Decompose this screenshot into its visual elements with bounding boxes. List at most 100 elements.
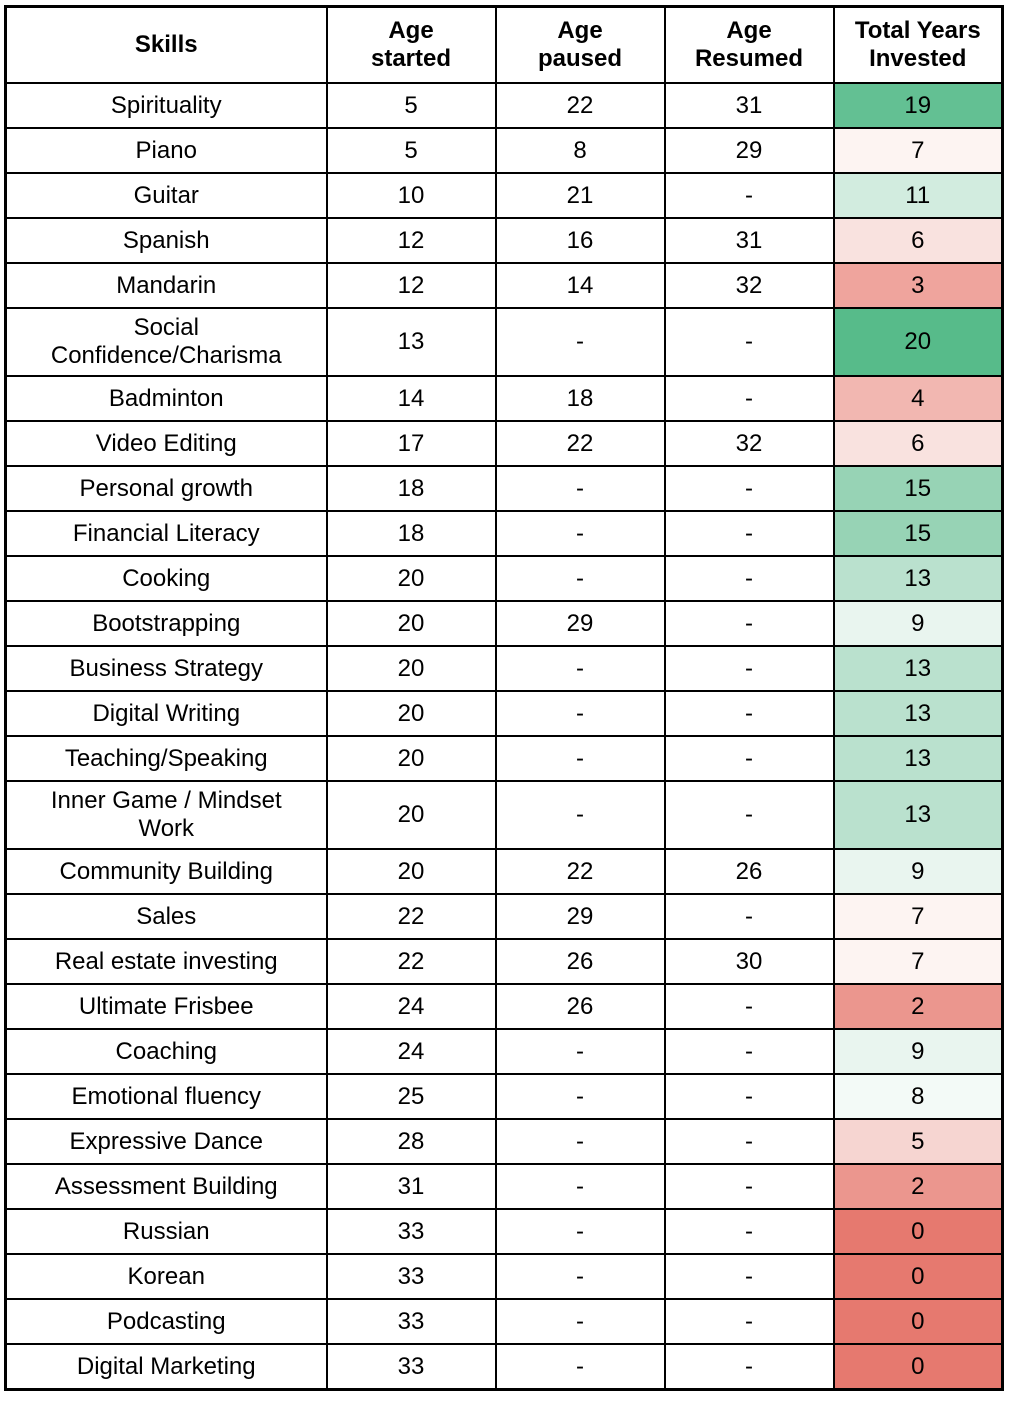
age-started-cell: 17 (325, 420, 497, 467)
age-paused-cell: 22 (494, 420, 666, 467)
age-resumed-cell: - (663, 1343, 835, 1391)
age-paused-cell: - (494, 1163, 666, 1210)
skill-cell: Financial Literacy (4, 510, 328, 557)
table-row: Video Editing 17 22 32 6 (4, 420, 1004, 467)
table-row: Digital Marketing 33- -0 (4, 1343, 1004, 1391)
table-row: Personal growth 18- -15 (4, 465, 1004, 512)
age-paused-cell: 8 (494, 127, 666, 174)
table-row: Teaching/Speaking 20- -13 (4, 735, 1004, 782)
age-resumed-cell: - (663, 375, 835, 422)
age-resumed-cell: - (663, 1208, 835, 1255)
total-years-cell: 13 (832, 555, 1004, 602)
column-header-age-started: Age started (325, 5, 497, 84)
age-started-cell: 20 (325, 600, 497, 647)
total-years-cell: 15 (832, 510, 1004, 557)
age-resumed-cell: 31 (663, 217, 835, 264)
age-resumed-cell: - (663, 465, 835, 512)
table-row: Piano 5 8 29 7 (4, 127, 1004, 174)
skill-cell: Expressive Dance (4, 1118, 328, 1165)
age-paused-cell: 29 (494, 600, 666, 647)
age-resumed-cell: 32 (663, 420, 835, 467)
table-row: Korean 33- -0 (4, 1253, 1004, 1300)
age-paused-cell: 22 (494, 82, 666, 129)
age-started-cell: 5 (325, 127, 497, 174)
table-row: Spirituality 5 22 31 19 (4, 82, 1004, 129)
age-resumed-cell: - (663, 983, 835, 1030)
total-years-cell: 0 (832, 1343, 1004, 1391)
table-row: Podcasting 33- -0 (4, 1298, 1004, 1345)
total-years-cell: 9 (832, 848, 1004, 895)
age-started-cell: 24 (325, 1028, 497, 1075)
skill-cell: Podcasting (4, 1298, 328, 1345)
skill-cell: Social Confidence/Charisma (4, 307, 328, 377)
age-resumed-cell: - (663, 645, 835, 692)
total-years-cell: 9 (832, 600, 1004, 647)
age-resumed-cell: 31 (663, 82, 835, 129)
age-resumed-cell: - (663, 1298, 835, 1345)
age-paused-cell: - (494, 1118, 666, 1165)
age-resumed-cell: 32 (663, 262, 835, 309)
table-row: Cooking 20- -13 (4, 555, 1004, 602)
age-paused-cell: 21 (494, 172, 666, 219)
age-resumed-cell: - (663, 1073, 835, 1120)
skill-cell: Piano (4, 127, 328, 174)
skill-cell: Spanish (4, 217, 328, 264)
age-started-cell: 5 (325, 82, 497, 129)
total-years-cell: 0 (832, 1253, 1004, 1300)
total-years-cell: 13 (832, 690, 1004, 737)
table-row: Business Strategy 20- -13 (4, 645, 1004, 692)
skill-cell: Spirituality (4, 82, 328, 129)
table-row: Coaching 24- -9 (4, 1028, 1004, 1075)
age-started-cell: 33 (325, 1253, 497, 1300)
header-row: Skills Age started Age paused Age Resumed To… (4, 5, 1004, 84)
table-row: Russian 33- -0 (4, 1208, 1004, 1255)
table-row: Assessment Building 31- -2 (4, 1163, 1004, 1210)
age-resumed-cell: - (663, 307, 835, 377)
age-resumed-cell: 29 (663, 127, 835, 174)
age-resumed-cell: - (663, 172, 835, 219)
table-row: Bootstrapping 20 29-9 (4, 600, 1004, 647)
age-resumed-cell: - (663, 510, 835, 557)
age-resumed-cell: - (663, 555, 835, 602)
age-paused-cell: - (494, 735, 666, 782)
skill-cell: Business Strategy (4, 645, 328, 692)
age-started-cell: 24 (325, 983, 497, 1030)
total-years-cell: 4 (832, 375, 1004, 422)
skills-table: Skills Age started Age paused Age Resumed To… (4, 5, 1004, 1391)
skill-cell: Digital Marketing (4, 1343, 328, 1391)
skill-cell: Community Building (4, 848, 328, 895)
age-started-cell: 18 (325, 510, 497, 557)
skill-cell: Ultimate Frisbee (4, 983, 328, 1030)
total-years-cell: 3 (832, 262, 1004, 309)
age-started-cell: 33 (325, 1298, 497, 1345)
total-years-cell: 20 (832, 307, 1004, 377)
age-started-cell: 22 (325, 938, 497, 985)
total-years-cell: 7 (832, 127, 1004, 174)
skill-cell: Sales (4, 893, 328, 940)
age-paused-cell: - (494, 465, 666, 512)
age-paused-cell: 22 (494, 848, 666, 895)
age-paused-cell: - (494, 690, 666, 737)
age-started-cell: 20 (325, 848, 497, 895)
total-years-cell: 13 (832, 780, 1004, 850)
age-paused-cell: - (494, 1298, 666, 1345)
age-paused-cell: - (494, 1073, 666, 1120)
age-started-cell: 20 (325, 690, 497, 737)
total-years-cell: 0 (832, 1208, 1004, 1255)
age-paused-cell: - (494, 1253, 666, 1300)
total-years-cell: 0 (832, 1298, 1004, 1345)
total-years-cell: 9 (832, 1028, 1004, 1075)
age-started-cell: 25 (325, 1073, 497, 1120)
column-header-age-resumed: Age Resumed (663, 5, 835, 84)
total-years-cell: 15 (832, 465, 1004, 512)
table-row: Digital Writing 20- -13 (4, 690, 1004, 737)
skill-cell: Coaching (4, 1028, 328, 1075)
total-years-cell: 11 (832, 172, 1004, 219)
age-paused-cell: 14 (494, 262, 666, 309)
age-resumed-cell: - (663, 1118, 835, 1165)
total-years-cell: 19 (832, 82, 1004, 129)
table-body: Spirituality 5 22 31 19 Piano 5 8 29 7 Guitar 10 21-… (4, 82, 1004, 1391)
table-row: Social Confidence/Charisma 13- -20 (4, 307, 1004, 377)
age-resumed-cell: - (663, 690, 835, 737)
age-paused-cell: - (494, 1343, 666, 1391)
